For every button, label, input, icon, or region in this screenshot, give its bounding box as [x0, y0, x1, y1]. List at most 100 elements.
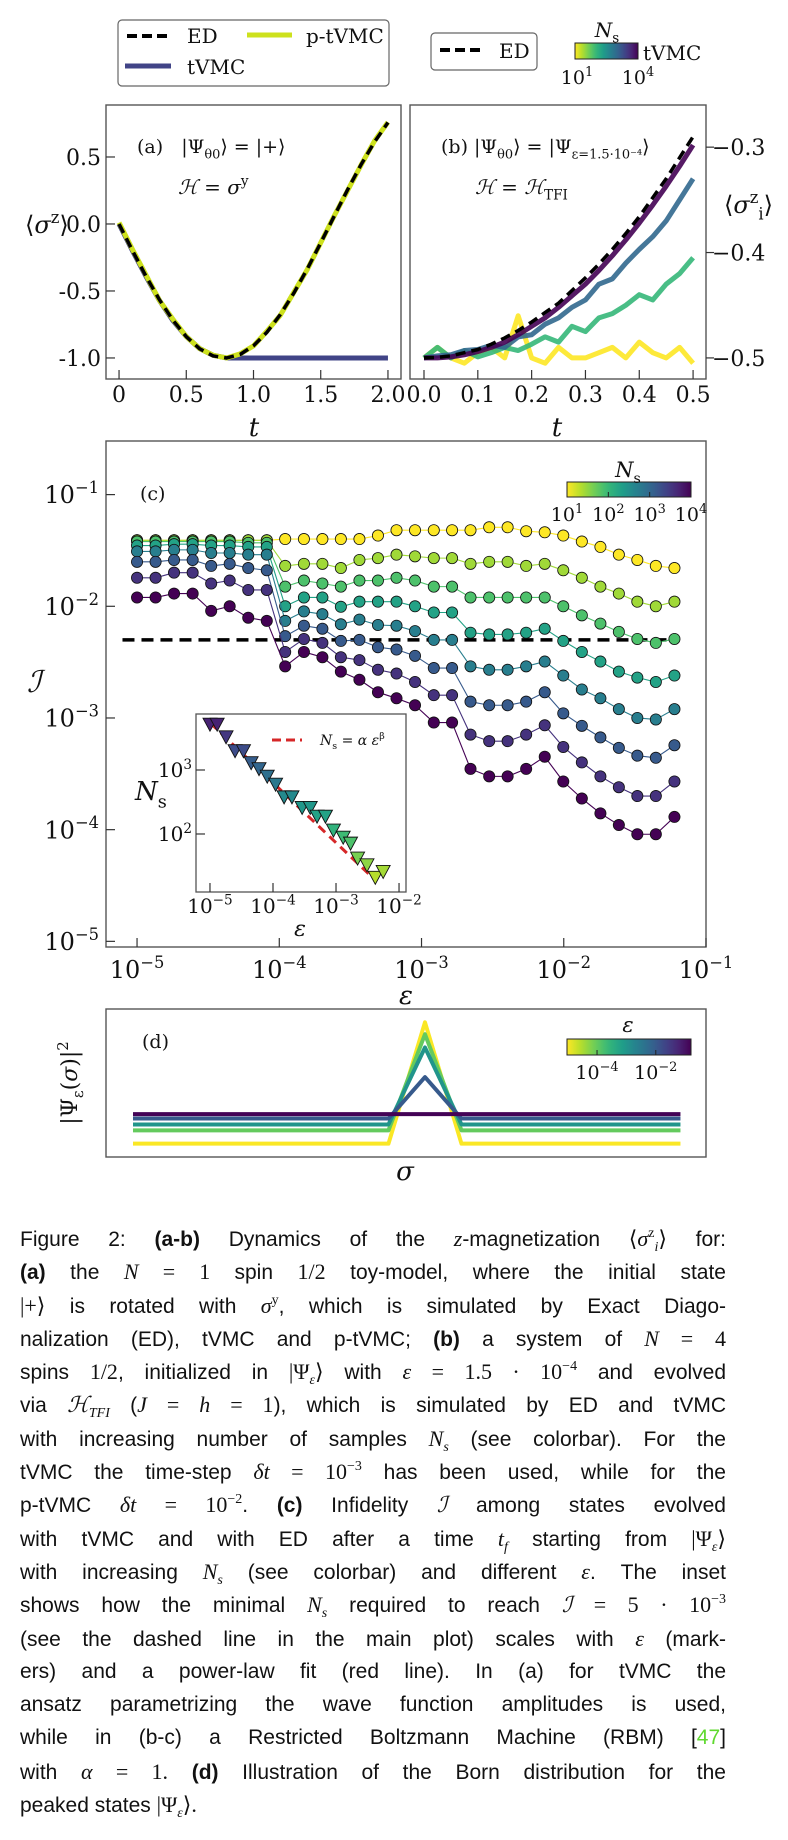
data-point	[353, 633, 366, 646]
text-segment: 10	[679, 956, 710, 984]
data-point	[260, 583, 273, 596]
y-tick-label: 10−2	[44, 590, 99, 621]
data-point	[538, 719, 551, 732]
caption-line: ansatz parametrizing the wave function a…	[20, 1688, 726, 1721]
caption-text: ers) and a power-law fit (red line). In …	[20, 1659, 726, 1683]
text-segment: −4	[276, 893, 296, 909]
caption-text: ⟩	[658, 1226, 667, 1251]
series-ns-1400	[131, 553, 681, 764]
caption-text: ε	[581, 1558, 590, 1584]
data-point	[631, 790, 644, 803]
caption-text: N	[307, 1592, 322, 1618]
x-tick-label: 10−2	[376, 893, 422, 918]
plots: 0 0.5 1.0 1.5 2.00.50.0-0.5-1.0(a) |Ψθ0⟩ = |…	[25, 18, 773, 1187]
x-tick-label: 10−5	[110, 953, 165, 984]
data-point	[649, 828, 662, 841]
text-segment: −3	[339, 893, 359, 909]
panel-d-frame	[105, 1008, 707, 1158]
data-point	[371, 641, 384, 654]
data-point	[334, 580, 347, 593]
text-segment: 10	[44, 593, 75, 621]
text-segment: (c)	[140, 483, 165, 505]
caption-line: p-tVMC δt = 10−2. (c) Infidelity ℐ among…	[20, 1488, 726, 1521]
x-tick-label: 10−4	[250, 893, 296, 918]
data-point	[242, 548, 255, 561]
text-segment: 0.0	[66, 213, 101, 238]
data-point	[316, 622, 329, 635]
data-point	[649, 636, 662, 649]
caption-text: ⟩	[315, 1359, 324, 1385]
text-segment: 1.0	[236, 383, 271, 408]
data-point	[612, 819, 625, 832]
caption-line: |+⟩ is rotated with σy, which is simulat…	[20, 1289, 726, 1322]
data-point	[520, 591, 533, 604]
text-segment: α ε	[358, 733, 379, 749]
caption-text: |Ψ	[156, 1792, 178, 1818]
series-line	[137, 549, 675, 721]
caption-text: ε	[402, 1359, 412, 1385]
caption-text: (d)	[191, 1760, 219, 1784]
caption-line: tVMC the time-step δt = 10−3 has been us…	[20, 1455, 726, 1488]
caption-text: nalization (ED), tVMC and p-tVMC;	[20, 1327, 434, 1351]
x-tick-label: 0.0	[406, 383, 441, 408]
data-point	[409, 574, 422, 587]
panel-c-label: (c)	[140, 483, 165, 505]
text-segment: (d)	[142, 1031, 169, 1053]
caption-text: ansatz parametrizing the wave function a…	[20, 1693, 726, 1717]
panel-b-xlabel: t	[552, 413, 563, 443]
text-segment: 1	[585, 65, 593, 80]
legend-label-tvmc: tVMC	[187, 55, 245, 79]
caption-text: via	[20, 1394, 68, 1418]
caption-line: (see the dashed line in the main plot) s…	[20, 1622, 726, 1655]
text-segment: z	[750, 188, 759, 207]
series-line	[137, 526, 675, 569]
data-point	[390, 571, 403, 584]
x-tick-label: 2.0	[370, 383, 405, 408]
text-segment: ℐ	[27, 665, 46, 700]
panel-b-series	[422, 135, 696, 366]
caption-line: peaked states |Ψε⟩.	[20, 1788, 726, 1821]
text-segment: σ	[227, 175, 242, 199]
text-segment: 0.0	[406, 383, 441, 408]
text-segment: 10	[44, 816, 75, 844]
text-segment: s	[634, 471, 641, 487]
data-point	[520, 626, 533, 639]
data-point	[538, 526, 551, 539]
data-point	[260, 564, 273, 577]
data-point	[575, 609, 588, 622]
data-point	[242, 611, 255, 624]
text-segment: ℋ	[475, 175, 498, 199]
caption-text	[168, 1761, 192, 1784]
caption-text: |Ψ	[288, 1359, 310, 1385]
panel-c-ylabel: ℐ	[27, 665, 46, 700]
data-point	[538, 557, 551, 570]
data-point	[131, 545, 144, 558]
text-segment: −5	[75, 925, 99, 944]
data-point	[427, 662, 440, 675]
data-point	[371, 619, 384, 632]
text-segment: −0.4	[712, 241, 765, 266]
text-segment: −0.3	[712, 136, 765, 161]
data-point	[409, 675, 422, 688]
caption-text: h	[199, 1392, 211, 1418]
data-point	[427, 552, 440, 565]
data-point	[205, 559, 218, 572]
caption-text: ε	[309, 1373, 315, 1389]
data-point	[464, 660, 477, 673]
caption-text: N	[202, 1558, 218, 1584]
data-point	[409, 699, 422, 712]
series-tvmc-ns-1000-line	[423, 177, 696, 361]
data-point	[242, 562, 255, 575]
text-segment: 10	[110, 956, 141, 984]
data-point	[316, 608, 329, 621]
data-point	[612, 548, 625, 561]
x-tick-label: 0.3	[568, 383, 603, 408]
citation-link[interactable]: 47	[696, 1726, 721, 1750]
caption-text: ), which is simulated by ED and tVMC	[273, 1394, 726, 1418]
caption-text: required to reach	[327, 1594, 562, 1618]
x-tick-label: 0.2	[514, 383, 549, 408]
y-tick-label: 0.5	[66, 146, 101, 171]
text-segment: 2	[616, 502, 624, 517]
caption-text: 1/2	[297, 1259, 326, 1285]
caption-text: , which is simulated by Exact Diago-	[278, 1294, 726, 1318]
